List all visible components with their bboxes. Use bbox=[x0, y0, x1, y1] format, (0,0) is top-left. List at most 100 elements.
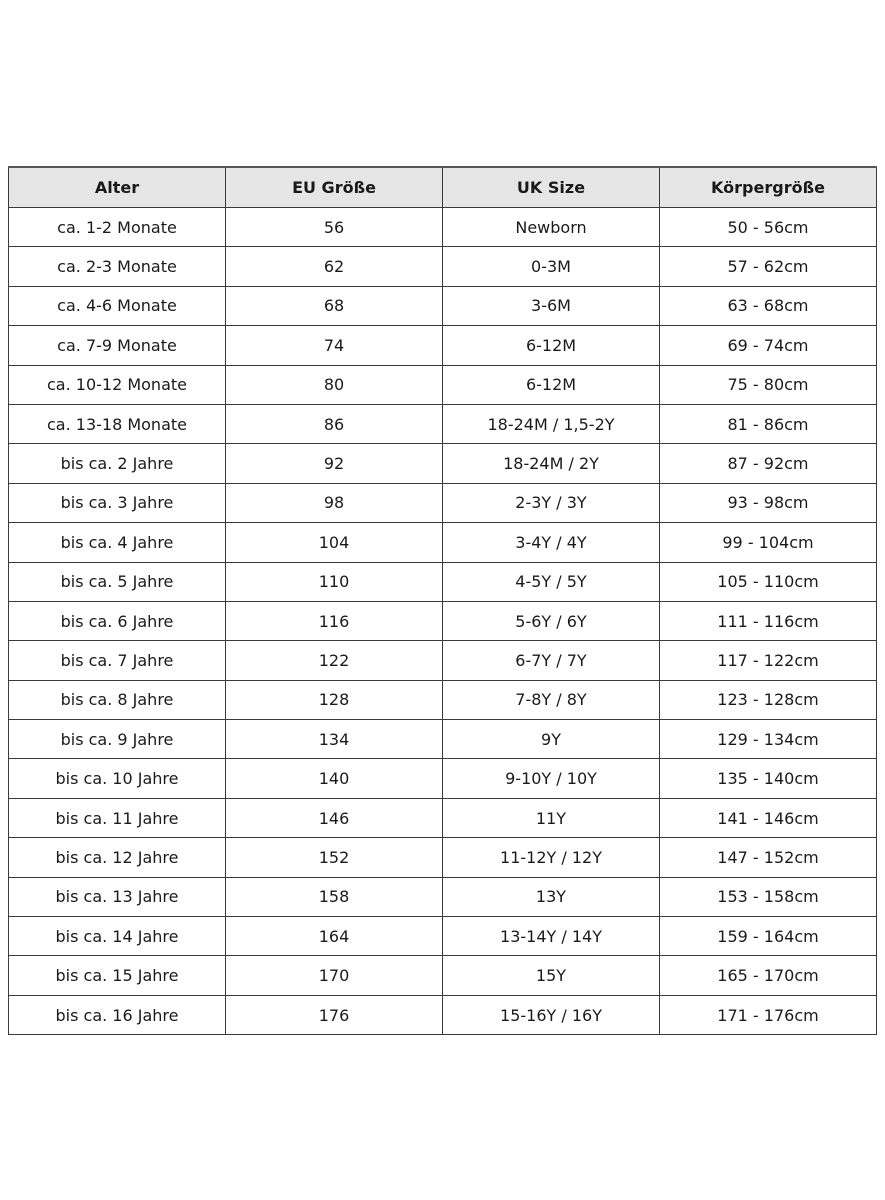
cell-age: bis ca. 2 Jahre bbox=[8, 443, 226, 484]
cell-age: ca. 1-2 Monate bbox=[8, 206, 226, 248]
cell-eu-size: 122 bbox=[225, 640, 443, 681]
table-row: bis ca. 4 Jahre 104 3-4Y / 4Y 99 - 104cm bbox=[8, 522, 877, 563]
table-row: bis ca. 15 Jahre 170 15Y 165 - 170cm bbox=[8, 955, 877, 996]
cell-eu-size: 62 bbox=[225, 246, 443, 287]
cell-eu-size: 80 bbox=[225, 364, 443, 405]
table-row: bis ca. 10 Jahre 140 9-10Y / 10Y 135 - 140c… bbox=[8, 758, 877, 799]
table-row: ca. 10-12 Monate 80 6-12M 75 - 80cm bbox=[8, 364, 877, 405]
cell-body-height: 87 - 92cm bbox=[659, 443, 877, 484]
cell-body-height: 111 - 116cm bbox=[659, 600, 877, 642]
cell-age: ca. 4-6 Monate bbox=[8, 285, 226, 327]
cell-age: bis ca. 4 Jahre bbox=[8, 522, 226, 563]
cell-uk-size: 13-14Y / 14Y bbox=[442, 916, 660, 957]
cell-body-height: 171 - 176cm bbox=[659, 994, 877, 1036]
cell-age: ca. 7-9 Monate bbox=[8, 325, 226, 366]
cell-age: bis ca. 6 Jahre bbox=[8, 600, 226, 642]
cell-eu-size: 116 bbox=[225, 600, 443, 642]
table-row: bis ca. 12 Jahre 152 11-12Y / 12Y 147 - 152… bbox=[8, 837, 877, 878]
cell-eu-size: 170 bbox=[225, 955, 443, 996]
cell-uk-size: 3-4Y / 4Y bbox=[442, 522, 660, 563]
cell-eu-size: 98 bbox=[225, 482, 443, 524]
table-body: ca. 1-2 Monate 56 Newborn 50 - 56cm ca. 2-3 … bbox=[8, 206, 877, 1036]
cell-age: bis ca. 12 Jahre bbox=[8, 837, 226, 878]
cell-uk-size: 5-6Y / 6Y bbox=[442, 600, 660, 642]
cell-uk-size: 9-10Y / 10Y bbox=[442, 758, 660, 799]
cell-body-height: 141 - 146cm bbox=[659, 797, 877, 839]
cell-uk-size: Newborn bbox=[442, 206, 660, 248]
cell-age: bis ca. 15 Jahre bbox=[8, 955, 226, 996]
cell-eu-size: 68 bbox=[225, 285, 443, 327]
cell-body-height: 50 - 56cm bbox=[659, 206, 877, 248]
cell-uk-size: 18-24M / 2Y bbox=[442, 443, 660, 484]
table-row: ca. 2-3 Monate 62 0-3M 57 - 62cm bbox=[8, 246, 877, 287]
table-row: ca. 13-18 Monate 86 18-24M / 1,5-2Y 81 - 86… bbox=[8, 403, 877, 445]
column-header-uk-size: UK Size bbox=[442, 166, 660, 208]
column-header-eu-size: EU Größe bbox=[225, 166, 443, 208]
cell-age: bis ca. 8 Jahre bbox=[8, 679, 226, 721]
cell-body-height: 57 - 62cm bbox=[659, 246, 877, 287]
cell-age: ca. 10-12 Monate bbox=[8, 364, 226, 405]
table-row: bis ca. 3 Jahre 98 2-3Y / 3Y 93 - 98cm bbox=[8, 482, 877, 524]
header-row: Alter EU Größe UK Size Körpergröße bbox=[8, 166, 877, 208]
size-chart-table: Alter EU Größe UK Size Körpergröße ca. 1-2 … bbox=[8, 166, 877, 1036]
cell-uk-size: 18-24M / 1,5-2Y bbox=[442, 403, 660, 445]
cell-uk-size: 4-5Y / 5Y bbox=[442, 561, 660, 602]
cell-body-height: 81 - 86cm bbox=[659, 403, 877, 445]
cell-eu-size: 104 bbox=[225, 522, 443, 563]
table-row: bis ca. 9 Jahre 134 9Y 129 - 134cm bbox=[8, 719, 877, 760]
cell-age: bis ca. 14 Jahre bbox=[8, 916, 226, 957]
table-header: Alter EU Größe UK Size Körpergröße bbox=[8, 166, 877, 208]
cell-age: bis ca. 9 Jahre bbox=[8, 719, 226, 760]
cell-eu-size: 110 bbox=[225, 561, 443, 602]
cell-uk-size: 15Y bbox=[442, 955, 660, 996]
table-row: bis ca. 16 Jahre 176 15-16Y / 16Y 171 - 176… bbox=[8, 994, 877, 1036]
table-row: bis ca. 7 Jahre 122 6-7Y / 7Y 117 - 122cm bbox=[8, 640, 877, 681]
cell-age: bis ca. 7 Jahre bbox=[8, 640, 226, 681]
cell-body-height: 99 - 104cm bbox=[659, 522, 877, 563]
cell-age: ca. 2-3 Monate bbox=[8, 246, 226, 287]
table-row: bis ca. 8 Jahre 128 7-8Y / 8Y 123 - 128cm bbox=[8, 679, 877, 721]
cell-age: bis ca. 16 Jahre bbox=[8, 994, 226, 1036]
cell-uk-size: 6-12M bbox=[442, 364, 660, 405]
cell-eu-size: 74 bbox=[225, 325, 443, 366]
cell-eu-size: 176 bbox=[225, 994, 443, 1036]
table-row: ca. 1-2 Monate 56 Newborn 50 - 56cm bbox=[8, 206, 877, 248]
cell-eu-size: 128 bbox=[225, 679, 443, 721]
cell-age: bis ca. 10 Jahre bbox=[8, 758, 226, 799]
cell-uk-size: 11-12Y / 12Y bbox=[442, 837, 660, 878]
cell-body-height: 123 - 128cm bbox=[659, 679, 877, 721]
cell-uk-size: 9Y bbox=[442, 719, 660, 760]
cell-body-height: 165 - 170cm bbox=[659, 955, 877, 996]
cell-eu-size: 86 bbox=[225, 403, 443, 445]
cell-age: bis ca. 5 Jahre bbox=[8, 561, 226, 602]
cell-body-height: 147 - 152cm bbox=[659, 837, 877, 878]
cell-eu-size: 152 bbox=[225, 837, 443, 878]
cell-body-height: 153 - 158cm bbox=[659, 876, 877, 918]
cell-eu-size: 92 bbox=[225, 443, 443, 484]
column-header-age: Alter bbox=[8, 166, 226, 208]
cell-eu-size: 134 bbox=[225, 719, 443, 760]
table-row: bis ca. 6 Jahre 116 5-6Y / 6Y 111 - 116cm bbox=[8, 600, 877, 642]
table-row: bis ca. 5 Jahre 110 4-5Y / 5Y 105 - 110cm bbox=[8, 561, 877, 602]
cell-body-height: 135 - 140cm bbox=[659, 758, 877, 799]
table-row: bis ca. 11 Jahre 146 11Y 141 - 146cm bbox=[8, 797, 877, 839]
cell-uk-size: 0-3M bbox=[442, 246, 660, 287]
cell-eu-size: 140 bbox=[225, 758, 443, 799]
table-row: ca. 7-9 Monate 74 6-12M 69 - 74cm bbox=[8, 325, 877, 366]
cell-uk-size: 6-12M bbox=[442, 325, 660, 366]
cell-uk-size: 15-16Y / 16Y bbox=[442, 994, 660, 1036]
cell-body-height: 117 - 122cm bbox=[659, 640, 877, 681]
cell-eu-size: 56 bbox=[225, 206, 443, 248]
column-header-body-height: Körpergröße bbox=[659, 166, 877, 208]
cell-uk-size: 6-7Y / 7Y bbox=[442, 640, 660, 681]
cell-uk-size: 3-6M bbox=[442, 285, 660, 327]
cell-age: bis ca. 11 Jahre bbox=[8, 797, 226, 839]
cell-eu-size: 158 bbox=[225, 876, 443, 918]
cell-eu-size: 146 bbox=[225, 797, 443, 839]
cell-uk-size: 7-8Y / 8Y bbox=[442, 679, 660, 721]
cell-body-height: 129 - 134cm bbox=[659, 719, 877, 760]
table-row: bis ca. 14 Jahre 164 13-14Y / 14Y 159 - 164… bbox=[8, 916, 877, 957]
cell-body-height: 159 - 164cm bbox=[659, 916, 877, 957]
cell-eu-size: 164 bbox=[225, 916, 443, 957]
cell-body-height: 69 - 74cm bbox=[659, 325, 877, 366]
